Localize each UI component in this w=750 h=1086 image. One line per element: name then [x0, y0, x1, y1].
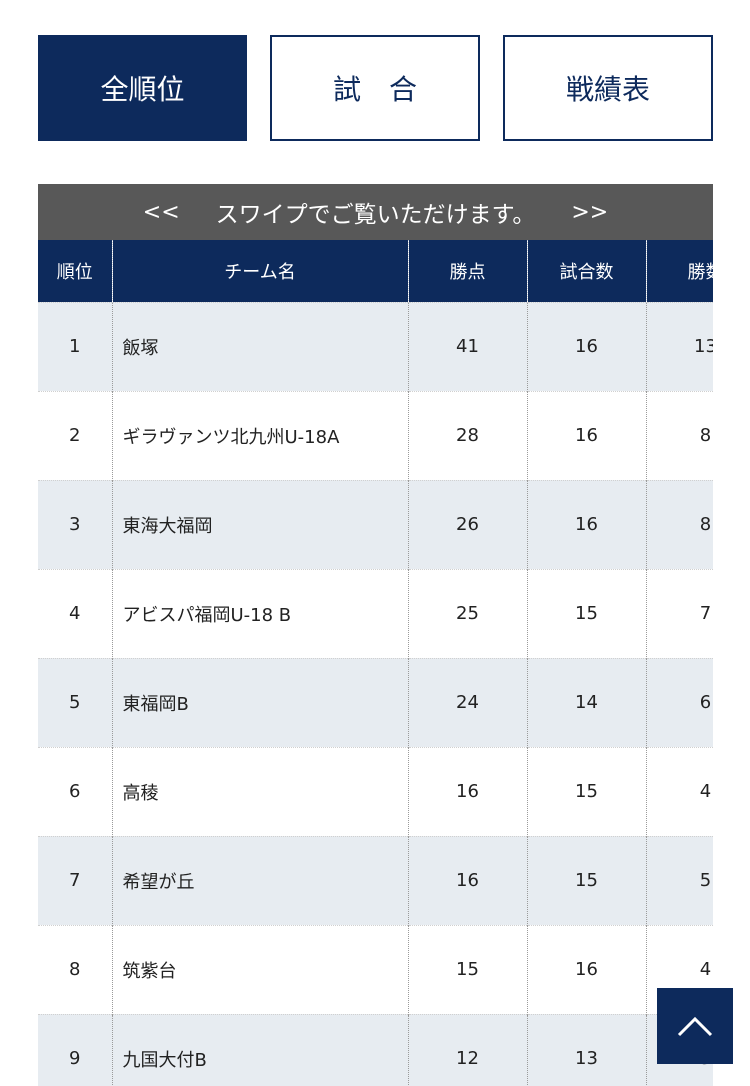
standings-table-container[interactable]: << スワイプでご覧いただけます。 >> 順位 チーム名 勝点 試合数 勝数 1… [38, 184, 713, 1086]
chevron-up-icon [677, 1016, 713, 1037]
points-cell: 24 [407, 658, 527, 747]
points-cell: 12 [407, 1014, 527, 1086]
points-cell: 26 [407, 480, 527, 569]
header-rank: 順位 [38, 240, 112, 302]
rank-cell: 1 [38, 302, 112, 391]
team-cell: アビスパ福岡U-18 B [111, 569, 408, 658]
points-cell: 28 [407, 391, 527, 480]
swipe-hint-text: スワイプでご覧いただけます。 [215, 202, 536, 228]
team-cell: 九国大付B [111, 1014, 408, 1086]
points-cell: 25 [407, 569, 527, 658]
team-cell: 東福岡B [111, 658, 408, 747]
played-cell: 16 [526, 925, 646, 1014]
swipe-hint-bar: << スワイプでご覧いただけます。 >> [38, 184, 713, 240]
table-row: 9 九国大付B 12 13 3 [38, 1014, 713, 1086]
table-header-row: 順位 チーム名 勝点 試合数 勝数 [38, 240, 713, 302]
table-row: 6 高稜 16 15 4 [38, 747, 713, 836]
header-team: チーム名 [111, 240, 408, 302]
wins-cell: 8 [645, 480, 713, 569]
wins-cell: 6 [645, 658, 713, 747]
played-cell: 16 [526, 391, 646, 480]
wins-cell: 4 [645, 747, 713, 836]
played-cell: 15 [526, 747, 646, 836]
played-cell: 13 [526, 1014, 646, 1086]
wins-cell: 13 [645, 302, 713, 391]
tab-matches[interactable]: 試合 [270, 35, 480, 141]
header-wins: 勝数 [645, 240, 713, 302]
rank-cell: 3 [38, 480, 112, 569]
played-cell: 15 [526, 569, 646, 658]
rank-cell: 6 [38, 747, 112, 836]
tab-all-standings[interactable]: 全順位 [38, 35, 247, 141]
table-row: 3 東海大福岡 26 16 8 [38, 480, 713, 569]
team-cell: 東海大福岡 [111, 480, 408, 569]
team-cell: 飯塚 [111, 302, 408, 391]
table-row: 4 アビスパ福岡U-18 B 25 15 7 [38, 569, 713, 658]
played-cell: 16 [526, 302, 646, 391]
points-cell: 16 [407, 747, 527, 836]
rank-cell: 5 [38, 658, 112, 747]
wins-cell: 8 [645, 391, 713, 480]
team-cell: 高稜 [111, 747, 408, 836]
team-cell: 希望が丘 [111, 836, 408, 925]
header-played: 試合数 [526, 240, 646, 302]
played-cell: 15 [526, 836, 646, 925]
points-cell: 41 [407, 302, 527, 391]
scroll-to-top-button[interactable] [657, 988, 733, 1064]
played-cell: 14 [526, 658, 646, 747]
tab-bar: 全順位 試合 戦績表 [38, 35, 713, 141]
swipe-left-arrow: << [142, 199, 180, 225]
table-row: 5 東福岡B 24 14 6 [38, 658, 713, 747]
played-cell: 16 [526, 480, 646, 569]
table-row: 8 筑紫台 15 16 4 [38, 925, 713, 1014]
team-cell: 筑紫台 [111, 925, 408, 1014]
points-cell: 15 [407, 925, 527, 1014]
wins-cell: 7 [645, 569, 713, 658]
table-row: 2 ギラヴァンツ北九州U-18A 28 16 8 [38, 391, 713, 480]
header-points: 勝点 [407, 240, 527, 302]
table-row: 7 希望が丘 16 15 5 [38, 836, 713, 925]
wins-cell: 5 [645, 836, 713, 925]
rank-cell: 2 [38, 391, 112, 480]
table-row: 1 飯塚 41 16 13 [38, 302, 713, 391]
rank-cell: 4 [38, 569, 112, 658]
rank-cell: 8 [38, 925, 112, 1014]
tab-results-table[interactable]: 戦績表 [503, 35, 713, 141]
points-cell: 16 [407, 836, 527, 925]
team-cell: ギラヴァンツ北九州U-18A [111, 391, 408, 480]
rank-cell: 9 [38, 1014, 112, 1086]
standings-table: 順位 チーム名 勝点 試合数 勝数 1 飯塚 41 16 13 2 ギラヴァンツ… [38, 240, 713, 1086]
swipe-right-arrow: >> [571, 199, 609, 225]
rank-cell: 7 [38, 836, 112, 925]
